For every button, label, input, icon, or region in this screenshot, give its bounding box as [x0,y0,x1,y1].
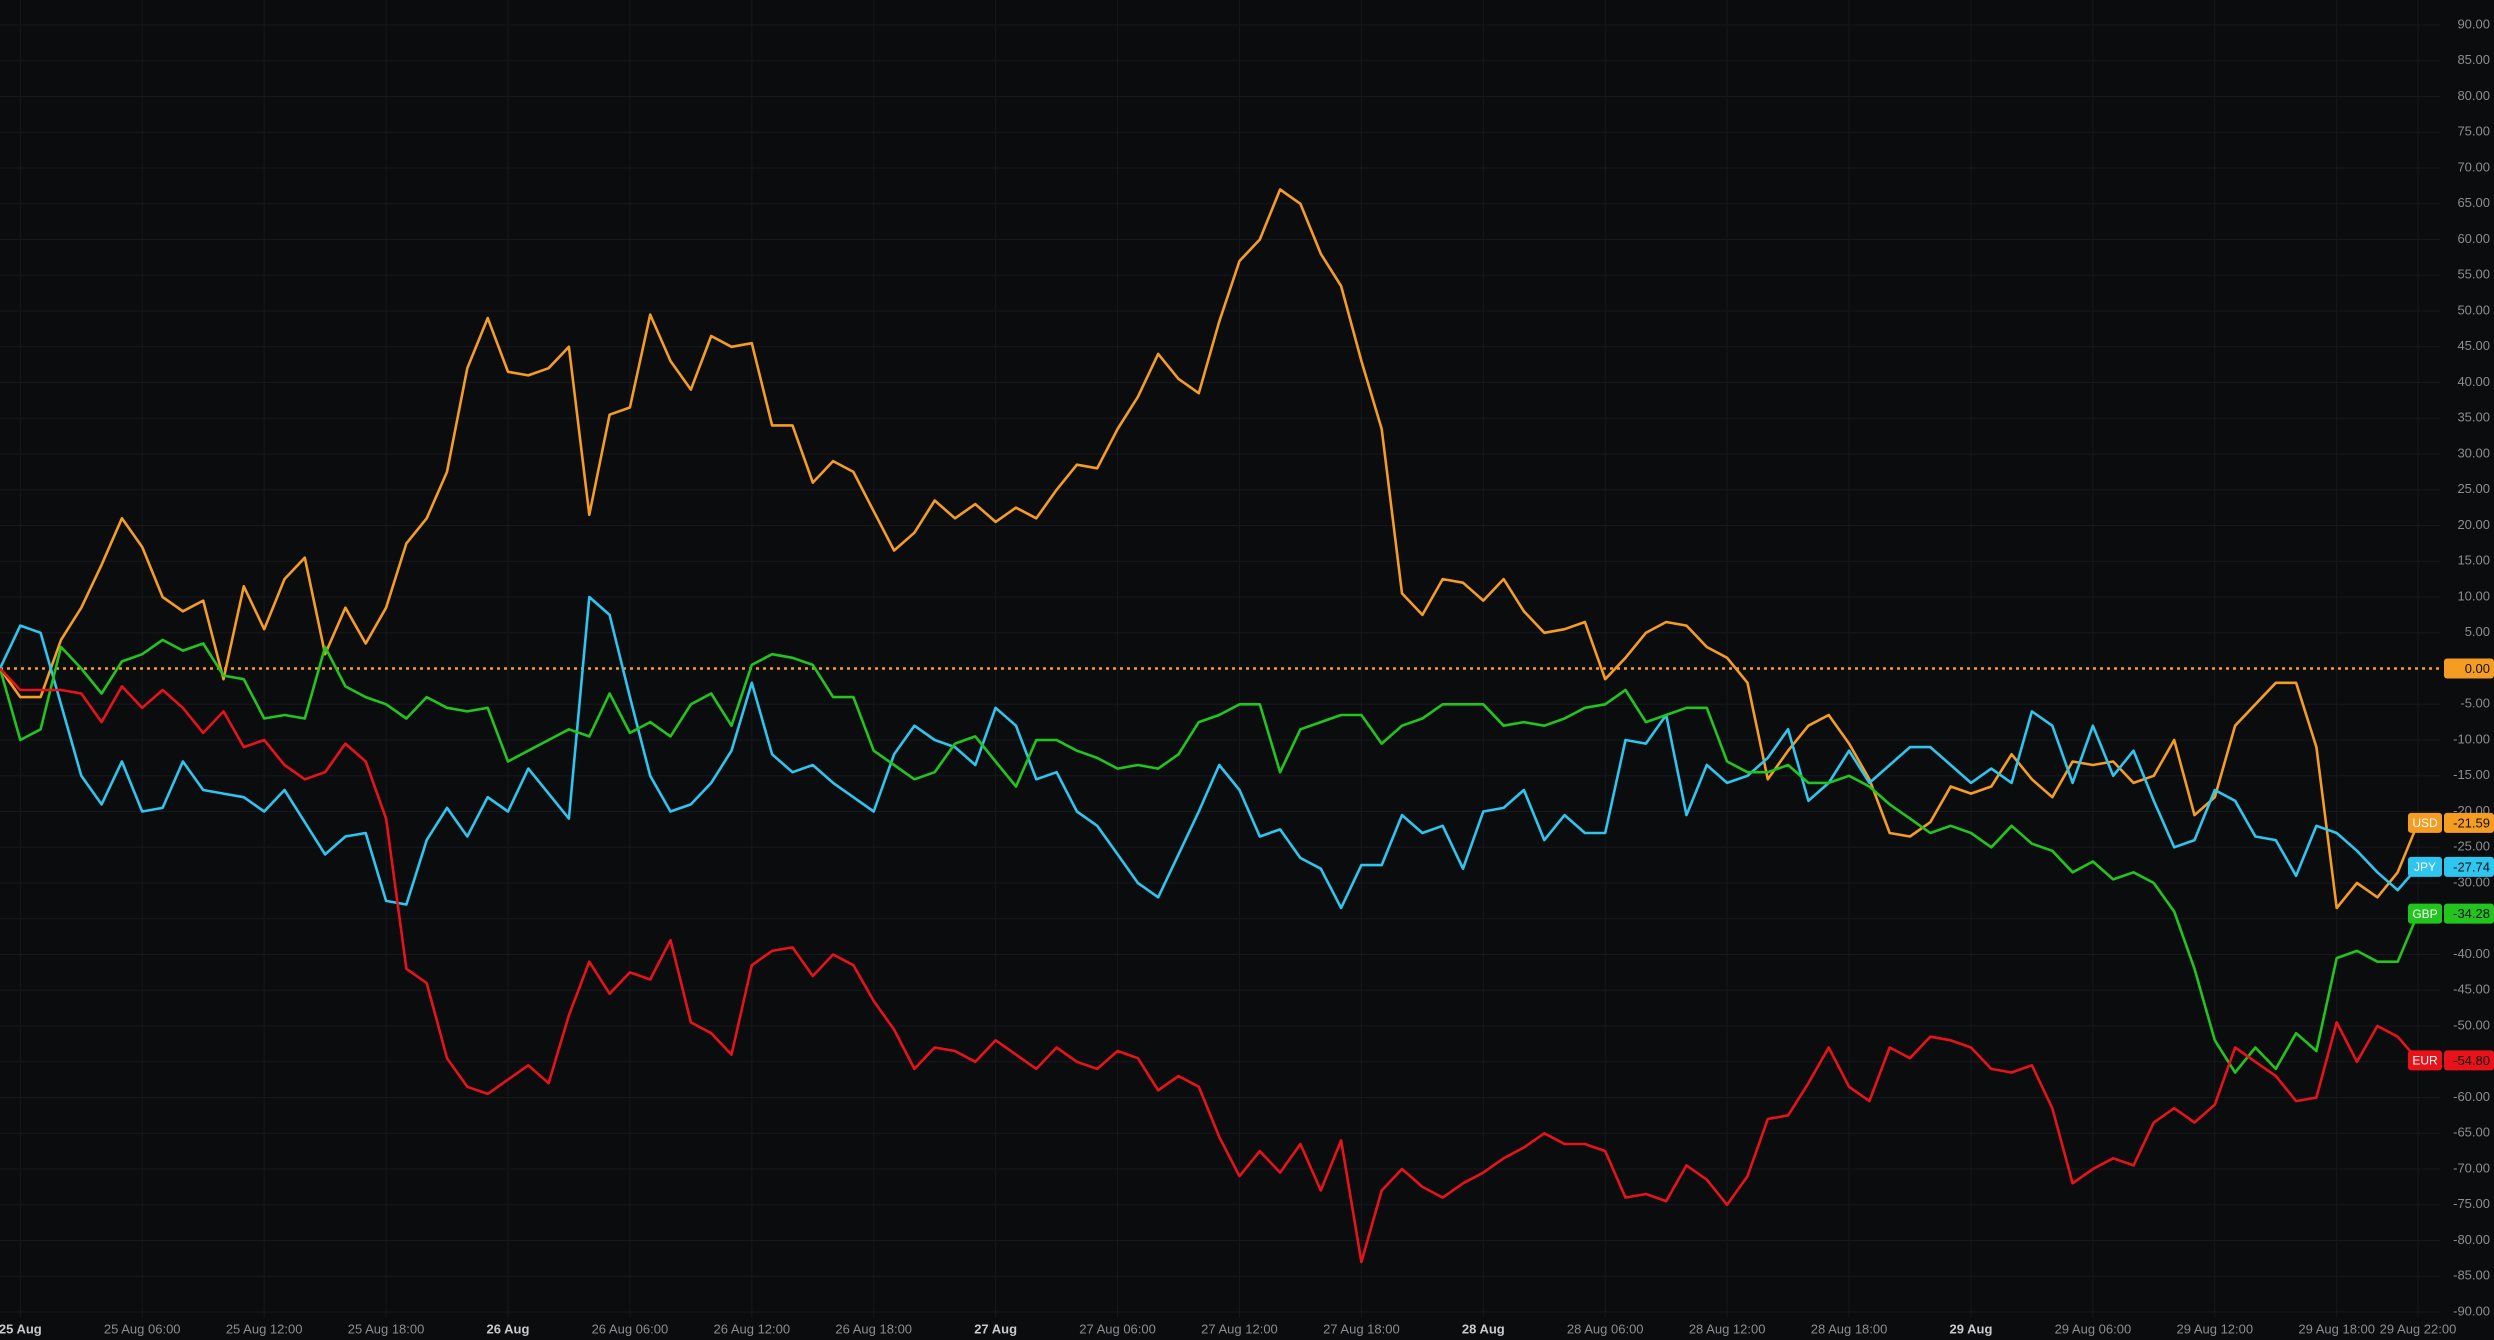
x-tick-label: 25 Aug [0,1321,42,1336]
value-badge [2444,903,2494,924]
x-tick-label: 27 Aug 12:00 [1201,1321,1278,1336]
x-tick-label: 29 Aug 06:00 [2055,1321,2132,1336]
y-tick-label: -70.00 [2453,1160,2490,1175]
x-tick-label: 29 Aug 18:00 [2298,1321,2375,1336]
y-tick-label: -75.00 [2453,1196,2490,1211]
y-tick-label: -30.00 [2453,874,2490,889]
value-label: -34.28 [2453,906,2490,921]
x-tick-label: 28 Aug 12:00 [1689,1321,1766,1336]
x-tick-label: 29 Aug 12:00 [2176,1321,2253,1336]
y-tick-label: 65.00 [2457,195,2490,210]
y-tick-label: 15.00 [2457,553,2490,568]
x-tick-label: 27 Aug 18:00 [1323,1321,1400,1336]
y-tick-label: -10.00 [2453,731,2490,746]
series-line [0,188,2420,910]
value-label: -54.80 [2453,1053,2490,1068]
y-tick-label: 90.00 [2457,16,2490,31]
x-tick-label: 29 Aug 22:00 [2380,1321,2457,1336]
x-tick-label: 25 Aug 18:00 [348,1321,425,1336]
y-tick-label: 20.00 [2457,517,2490,532]
y-tick-label: 60.00 [2457,231,2490,246]
series-line [0,667,2419,1264]
x-tick-label: 28 Aug 06:00 [1567,1321,1644,1336]
y-tick-label: -50.00 [2453,1017,2490,1032]
y-tick-label: -90.00 [2453,1303,2490,1318]
y-tick-label: 5.00 [2465,624,2490,639]
series-name-badge [2408,903,2442,924]
value-label: -21.59 [2453,815,2490,830]
x-tick-label: 26 Aug 18:00 [835,1321,912,1336]
y-tick-label: 55.00 [2457,267,2490,282]
series-name: JPY [2414,860,2436,874]
series-line [0,638,2420,1074]
x-tick-label: 26 Aug 12:00 [713,1321,790,1336]
value-label: 0.00 [2465,661,2490,676]
x-tick-label: 27 Aug 06:00 [1079,1321,1156,1336]
y-tick-label: -25.00 [2453,839,2490,854]
y-tick-label: -5.00 [2460,696,2490,711]
y-tick-label: -85.00 [2453,1268,2490,1283]
y-tick-label: 75.00 [2457,124,2490,139]
y-tick-label: 30.00 [2457,445,2490,460]
y-tick-label: 70.00 [2457,159,2490,174]
y-tick-label: -65.00 [2453,1125,2490,1140]
series-name: EUR [2412,1053,2438,1067]
x-tick-label: 28 Aug 18:00 [1811,1321,1888,1336]
x-tick-label: 26 Aug [487,1321,530,1336]
y-tick-label: 45.00 [2457,338,2490,353]
x-tick-label: 28 Aug [1462,1321,1505,1336]
series-line [0,595,2419,910]
value-badge [2444,658,2494,679]
y-tick-label: -45.00 [2453,982,2490,997]
x-tick-label: 26 Aug 06:00 [592,1321,669,1336]
value-badge [2444,812,2494,833]
value-badge [2444,1050,2494,1071]
series-name-badge [2408,812,2442,833]
y-tick-label: 85.00 [2457,52,2490,67]
y-tick-label: 25.00 [2457,481,2490,496]
series-name: GBP [2412,907,2437,921]
x-tick-label: 25 Aug 06:00 [104,1321,181,1336]
y-tick-label: 10.00 [2457,588,2490,603]
series-name-badge [2408,1050,2442,1071]
x-tick-label: 29 Aug [1950,1321,1993,1336]
x-tick-label: 27 Aug [974,1321,1017,1336]
value-badge [2444,856,2494,877]
series-name: USD [2412,816,2438,830]
x-tick-label: 25 Aug 12:00 [226,1321,303,1336]
y-tick-label: 40.00 [2457,374,2490,389]
y-tick-label: -15.00 [2453,767,2490,782]
y-tick-label: -80.00 [2453,1232,2490,1247]
y-tick-label: 50.00 [2457,302,2490,317]
y-tick-label: 35.00 [2457,410,2490,425]
series-name-badge [2408,856,2442,877]
value-label: -27.74 [2453,859,2490,874]
y-tick-label: -60.00 [2453,1089,2490,1104]
y-tick-label: 80.00 [2457,88,2490,103]
y-tick-label: -40.00 [2453,946,2490,961]
